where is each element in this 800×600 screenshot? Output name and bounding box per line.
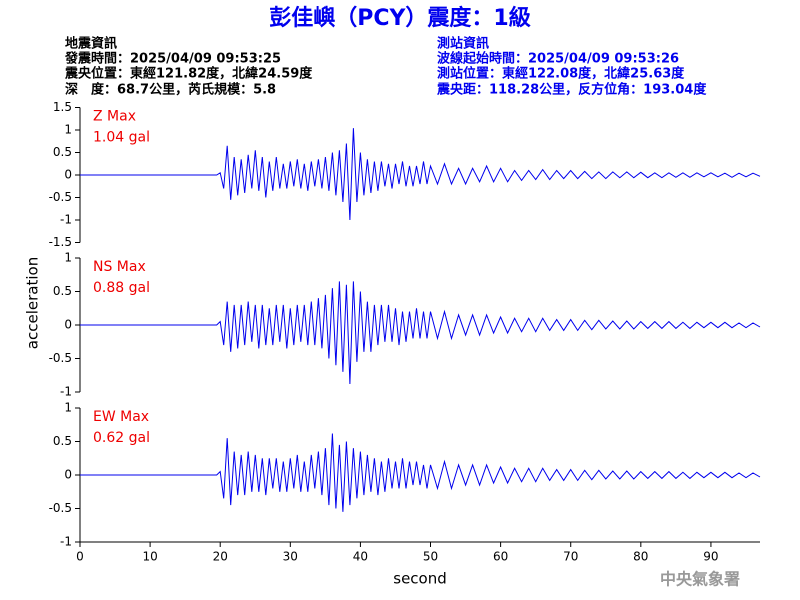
y-tick-label: 0.5 (53, 434, 72, 448)
y-tick-label: 0 (64, 468, 72, 482)
max-annotation: 1.04 gal (93, 130, 150, 146)
y-tick-label: 1.5 (53, 100, 72, 114)
y-axis-label: acceleration (24, 257, 42, 349)
station-info: 震央距：118.28公里，反方位角：193.04度 (436, 82, 707, 98)
x-tick-label: 30 (283, 550, 298, 564)
title: 彭佳嶼（PCY）震度：1級 (269, 5, 531, 31)
station-info: 測站位置：東經122.08度，北緯25.63度 (437, 66, 685, 82)
y-tick-label: 0 (64, 168, 72, 182)
waveform (80, 128, 761, 221)
y-tick-label: -0.5 (49, 190, 72, 204)
x-axis-label: second (393, 570, 447, 588)
x-tick-label: 40 (353, 550, 368, 564)
event-info: 震央位置：東經121.82度，北緯24.59度 (64, 66, 313, 82)
y-tick-label: -0.5 (49, 501, 72, 515)
y-tick-label: 1 (64, 401, 72, 415)
x-tick-label: 10 (142, 550, 157, 564)
event-info: 深 度：68.7公里，芮氏規模：5.8 (65, 82, 276, 98)
x-tick-label: 50 (423, 550, 438, 564)
max-annotation: 0.88 gal (93, 280, 150, 296)
y-tick-label: 1 (64, 251, 72, 265)
event-info: 地震資訊 (65, 36, 117, 52)
event-info: 發震時間：2025/04/09 09:53:25 (64, 51, 281, 67)
station-info: 波線起始時間：2025/04/09 09:53:26 (437, 51, 679, 67)
y-tick-label: 0.5 (53, 145, 72, 159)
x-tick-label: 80 (633, 550, 648, 564)
y-tick-label: 0 (64, 318, 72, 332)
footer: 中央氣象署 (660, 570, 740, 589)
max-annotation: EW Max (93, 409, 149, 425)
y-tick-label: -1.5 (49, 235, 72, 249)
y-tick-label: -1 (60, 213, 72, 227)
waveform (80, 433, 761, 512)
x-tick-label: 70 (563, 550, 578, 564)
x-tick-label: 20 (213, 550, 228, 564)
x-tick-label: 60 (493, 550, 508, 564)
max-annotation: NS Max (93, 259, 146, 275)
max-annotation: Z Max (93, 109, 136, 125)
waveform (80, 281, 761, 385)
y-tick-label: 0.5 (53, 284, 72, 298)
x-tick-label: 90 (703, 550, 718, 564)
x-tick-label: 0 (76, 550, 84, 564)
y-tick-label: -1 (60, 385, 72, 399)
y-tick-label: -0.5 (49, 351, 72, 365)
max-annotation: 0.62 gal (93, 430, 150, 446)
station-info: 測站資訊 (437, 36, 489, 52)
y-tick-label: 1 (64, 123, 72, 137)
y-tick-label: -1 (60, 535, 72, 549)
